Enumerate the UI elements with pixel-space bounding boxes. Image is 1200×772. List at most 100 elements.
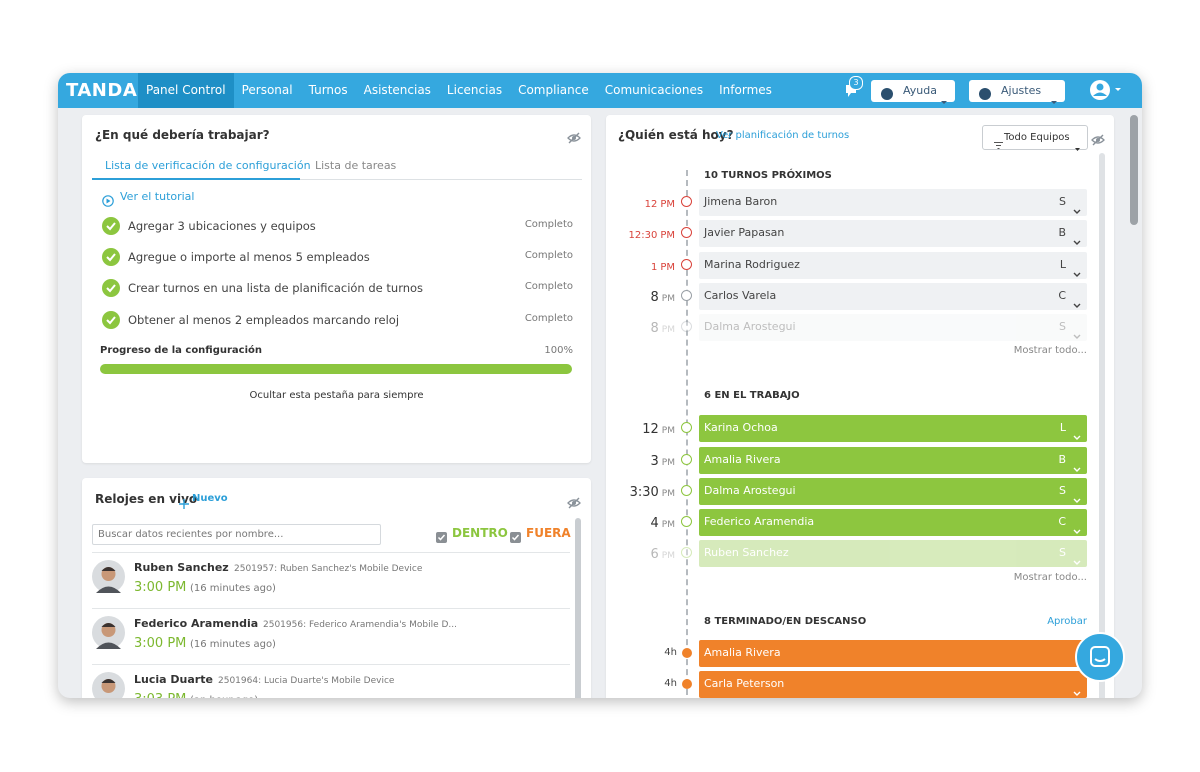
check-icon-part (106, 253, 116, 262)
task-status: Completo (524, 250, 573, 261)
tab[interactable]: Lista de verificación de configuración (105, 159, 311, 172)
employee-photo-part (101, 623, 116, 627)
hide-icon-part (568, 132, 580, 144)
meridiem: PM (661, 325, 675, 335)
shift-row[interactable]: Jimena Baron S (699, 189, 1087, 216)
hour: 1 (650, 262, 658, 273)
shift-time: 3 PM (651, 452, 675, 469)
nav-item[interactable]: Compliance (518, 83, 589, 97)
button[interactable]: Ajustes (969, 80, 1065, 104)
nav-item[interactable]: Asistencias (363, 83, 431, 97)
hour: 12:30 (628, 230, 658, 241)
hide-icon-part (567, 497, 581, 509)
filter-label[interactable]: DENTRO (452, 526, 508, 540)
checkbox-part (437, 534, 446, 541)
button-icon-part (881, 88, 893, 100)
task-label: Agregue o importe al menos 5 empleados (128, 250, 370, 264)
panel-title: ¿Quién está hoy? (618, 128, 734, 142)
caret-part (941, 101, 947, 104)
employee-name: Federico Aramendia (134, 617, 259, 630)
filter-label: Todo Equipos (1004, 132, 1070, 143)
chevron-part (1073, 272, 1081, 277)
nav-item[interactable]: Licencias (446, 83, 503, 97)
roster-link[interactable]: Ver planificación de turnos (716, 130, 850, 141)
shift-row[interactable]: Carla Peterson (699, 671, 1087, 698)
task-status: Completo (524, 313, 573, 324)
section-heading: 8 TERMINADO/EN DESCANSO (704, 616, 867, 627)
clocks-panel: Relojes en vivo Nuevo Buscar datos recient… (82, 478, 591, 698)
shift-time: 4 PM (651, 514, 675, 531)
timeline-circle (681, 227, 692, 238)
chevron-part (1073, 334, 1081, 339)
shift-row[interactable]: Javier Papasan B (699, 220, 1087, 247)
check-icon-part (102, 311, 120, 329)
employee-photo (92, 560, 125, 593)
chevron-part (1073, 560, 1081, 565)
new-link[interactable]: Nuevo (192, 493, 228, 504)
chevron-part (1073, 498, 1081, 503)
show-all[interactable]: Mostrar todo... (1013, 345, 1087, 356)
employee-name: Ruben Sanchez (134, 561, 229, 574)
button[interactable]: Ayuda (871, 80, 955, 104)
device: 2501957: Ruben Sanchez's Mobile Device (234, 564, 423, 574)
shift-row[interactable]: Ruben Sanchez S (699, 540, 1087, 567)
shift-time: 8 PM (651, 288, 675, 305)
shift-row[interactable]: Amalia Rivera (699, 640, 1087, 667)
shift-row[interactable]: Amalia Rivera B (699, 447, 1087, 474)
team-filter[interactable]: Todo Equipos (982, 125, 1088, 151)
approve-link[interactable]: Aprobar (1047, 616, 1087, 627)
nav-item[interactable]: Turnos (308, 83, 348, 97)
team-code: S (1059, 546, 1066, 559)
shift-row[interactable]: Dalma Arostegui S (699, 314, 1087, 341)
hour: 12 (642, 422, 659, 437)
today-panel: ¿Quién está hoy? Ver planificación de tur… (606, 115, 1114, 698)
setup-panel: ¿En qué debería trabajar? Lista de verifi… (82, 115, 591, 463)
shift-row[interactable]: Federico Aramendia C (699, 509, 1087, 536)
timeline-dot (682, 648, 692, 658)
search-input[interactable]: Buscar datos recientes por nombre... (92, 524, 381, 545)
progress-bar (100, 364, 572, 374)
shift-row[interactable]: Karina Ochoa L (699, 415, 1087, 442)
show-all[interactable]: Mostrar todo... (1013, 572, 1087, 583)
tab[interactable]: Lista de tareas (315, 159, 397, 172)
tutorial-link[interactable]: Ver el tutorial (120, 190, 195, 203)
team-code: S (1059, 195, 1066, 208)
shift-time: 12 PM (642, 420, 675, 437)
filter-label[interactable]: FUERA (526, 526, 571, 540)
caret-part (1051, 101, 1057, 104)
badge: 3 (849, 76, 863, 90)
employee-name: Dalma Arostegui (704, 320, 796, 333)
chevron (1073, 489, 1081, 503)
plus-icon (179, 494, 189, 509)
hide-icon-part (567, 132, 581, 144)
nav-item[interactable]: Comunicaciones (604, 83, 704, 97)
task-label: Obtener al menos 2 empleados marcando re… (128, 313, 400, 327)
chevron-part (1073, 691, 1081, 696)
plus-icon-part (179, 499, 189, 509)
nav-item[interactable]: Panel Control (138, 73, 234, 108)
nav-bar: TANDA Panel Control Personal Turnos Asistenc… (58, 73, 1142, 108)
nav-item[interactable]: Personal (241, 83, 293, 97)
employee-name: Amalia Rivera (704, 453, 781, 466)
caret (941, 90, 947, 104)
timeline-circle (681, 290, 692, 301)
shift-row[interactable]: Dalma Arostegui S (699, 478, 1087, 505)
shift-row[interactable]: Carlos Varela C (699, 283, 1087, 310)
team-code: L (1059, 258, 1066, 271)
meridiem: PM (661, 426, 675, 436)
section-heading: 6 EN EL TRABAJO (704, 390, 800, 401)
checkbox (436, 528, 447, 543)
scrollbar (1099, 153, 1105, 698)
chat-button (1075, 632, 1125, 682)
chevron (1073, 231, 1081, 245)
chevron (1073, 551, 1081, 565)
team-code: L (1059, 421, 1066, 434)
clock-time: 3:00 PM (134, 580, 187, 595)
employee-photo-part (92, 616, 125, 649)
employee-name: Javier Papasan (704, 226, 785, 239)
progress-label: Progreso de la configuración (100, 345, 263, 356)
nav-item[interactable]: Informes (719, 83, 772, 97)
hide-forever[interactable]: Ocultar esta pestaña para siempre (249, 390, 424, 401)
check-icon-part (102, 311, 120, 329)
shift-row[interactable]: Marina Rodriguez L (699, 252, 1087, 279)
